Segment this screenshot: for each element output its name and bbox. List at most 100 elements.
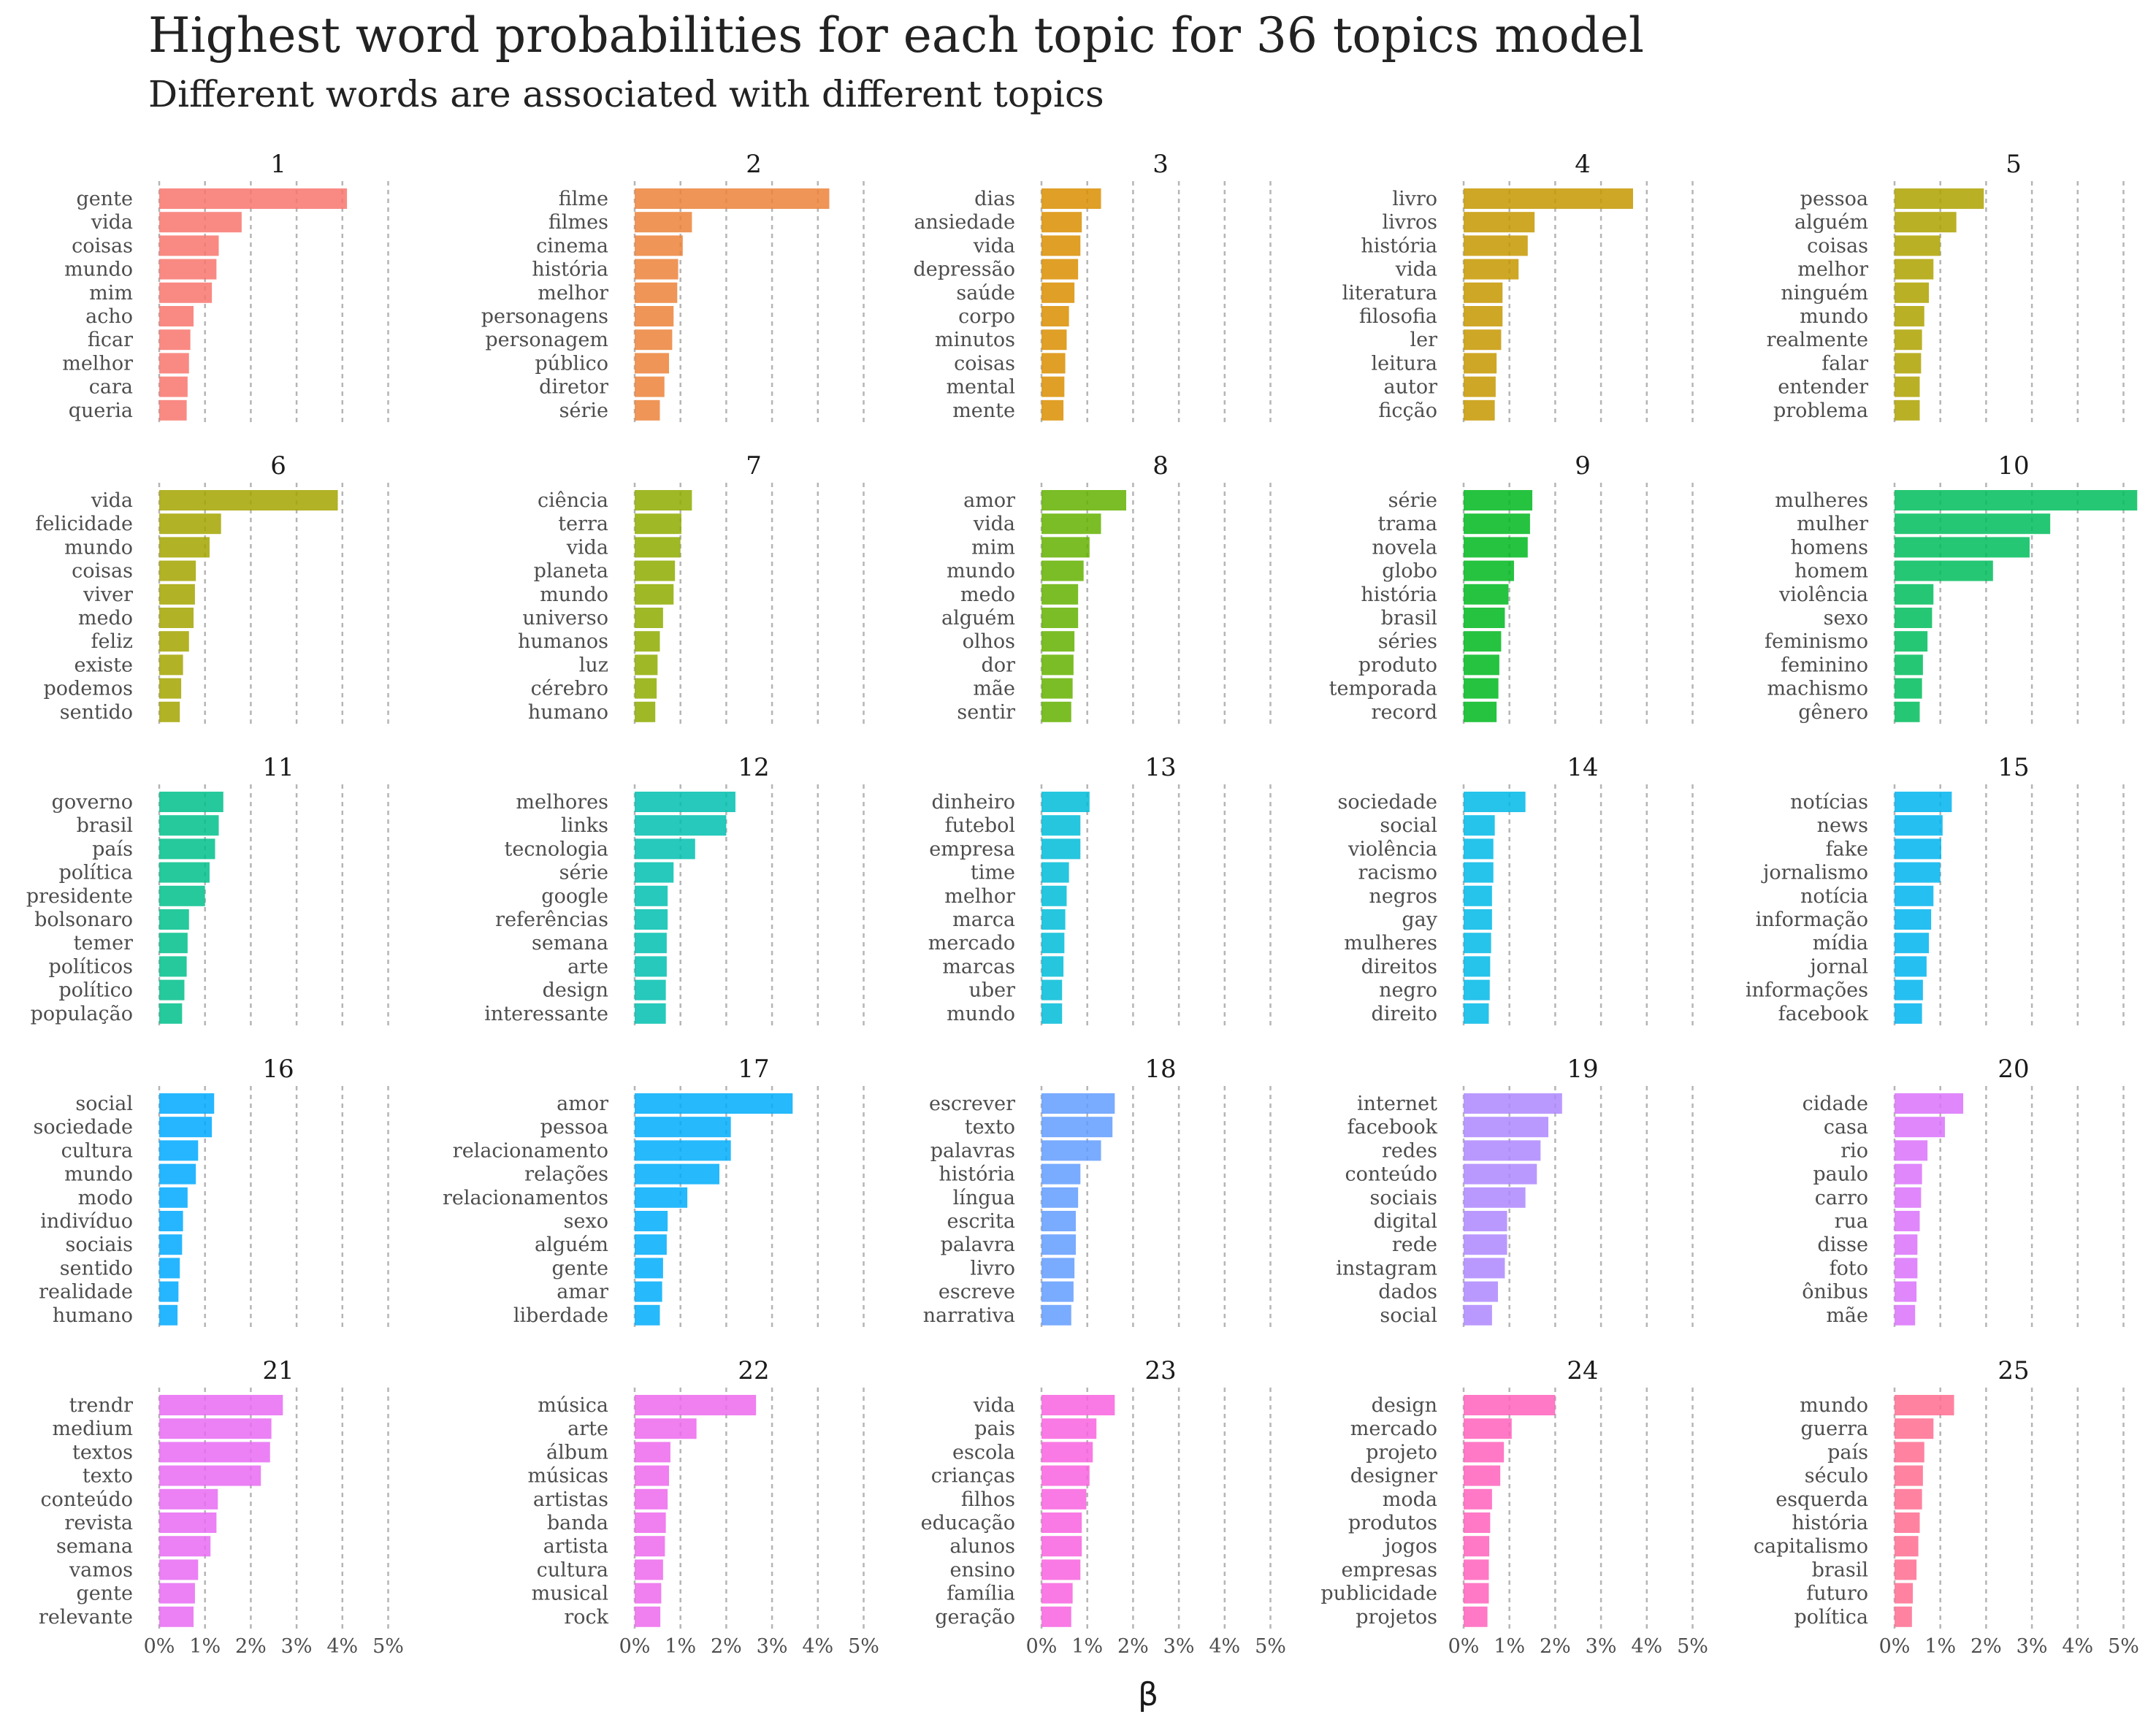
word-label: coisas [72,234,133,257]
bar [1464,862,1494,883]
bar [159,1418,272,1439]
word-label: rock [564,1606,608,1629]
bar [635,329,673,351]
panel-topic-22: 22 músicaarteálbummúsicasartistasbandaart… [527,1356,879,1658]
x-tick-label: 0% [1026,1635,1058,1658]
panel-title: 19 [1567,1055,1598,1084]
word-label: população [31,1003,133,1025]
bar [635,560,676,581]
bar [159,1536,211,1557]
word-label: humano [528,701,608,724]
word-label: modo [78,1187,133,1209]
bar [635,1418,697,1439]
bar [1895,1258,1918,1279]
bar [1041,537,1090,558]
x-tick-label: 2% [711,1635,742,1658]
word-label: sociais [1370,1187,1437,1209]
bar [159,1488,218,1510]
bar [1464,1234,1507,1255]
bar [1895,1140,1928,1161]
bar [159,979,185,1001]
word-label: brasil [1812,1558,1868,1581]
bar [635,188,830,209]
word-label: problema [1773,399,1868,422]
word-label: podemos [43,678,133,700]
word-label: mundo [1800,1394,1868,1417]
word-label: uber [968,979,1015,1002]
bar [1464,560,1514,581]
word-label: luz [579,654,608,676]
word-label: dor [982,654,1016,676]
bar [1041,838,1081,860]
bar [1464,490,1533,510]
word-label: mundo [64,259,133,281]
word-label: presidente [26,885,133,908]
bar [1464,1583,1489,1604]
bar [1464,678,1499,699]
word-label: ninguém [1781,282,1868,305]
word-label: publicidade [1320,1583,1437,1605]
word-label: vida [91,211,133,234]
bar [635,885,668,906]
bar [1041,1418,1097,1439]
bar [1895,353,1922,374]
x-tick-label: 3% [1586,1635,1617,1658]
word-label: marca [952,909,1015,931]
bar [1041,560,1084,581]
word-label: carro [1815,1187,1868,1209]
word-label: história [532,259,608,281]
word-label: liberdade [513,1304,608,1327]
word-label: informação [1756,909,1868,931]
bar [1895,1003,1922,1024]
word-label: jogos [1383,1535,1437,1558]
word-label: foto [1830,1257,1868,1280]
word-label: tecnologia [504,838,608,860]
word-label: ciência [538,489,608,512]
bar [159,584,195,605]
word-label: medo [78,607,133,630]
bar [1464,537,1528,558]
panel-title: 13 [1144,753,1176,782]
word-label: mundo [1800,305,1868,328]
bar [159,1234,183,1255]
word-label: sociais [66,1233,133,1256]
bar [159,933,188,954]
word-label: governo [52,791,133,814]
word-label: esquerda [1775,1488,1868,1511]
bar [1041,490,1126,510]
word-label: geração [935,1606,1015,1629]
word-label: mim [89,282,133,305]
bar [1895,329,1922,351]
bar [635,631,660,652]
bar [1041,956,1064,977]
bar [159,1187,188,1208]
panel-topic-6: 6 vidafelicidademundocoisasvivermedofeliz… [35,451,389,725]
bar [635,1140,731,1161]
panel-topic-21: 21 trendrmediumtextostextoconteúdorevista… [39,1356,404,1658]
bar [1464,1211,1507,1231]
word-label: livro [970,1257,1015,1280]
word-label: planeta [534,560,608,583]
bar [1464,329,1502,351]
word-label: melhor [944,885,1015,908]
word-label: futebol [945,814,1015,837]
bar [635,1442,670,1463]
word-label: amor [557,1093,608,1115]
word-label: produtos [1348,1512,1437,1534]
panel-title: 2 [746,150,762,179]
word-label: narrativa [923,1304,1015,1327]
bar [1464,933,1491,954]
bar [1895,701,1920,722]
word-label: realmente [1767,329,1868,351]
word-label: vamos [69,1558,133,1581]
bar [1895,584,1934,605]
bar [1041,654,1074,676]
word-label: dinheiro [932,791,1015,814]
panel-topic-20: 20 cidadecasariopaulocarroruadissefotoôni… [1802,1055,2125,1328]
word-label: instagram [1336,1257,1437,1280]
bar [1895,1512,1920,1533]
bar [1464,1003,1489,1024]
word-label: time [971,862,1015,884]
x-tick-label: 5% [848,1635,879,1658]
word-label: personagem [485,329,608,351]
